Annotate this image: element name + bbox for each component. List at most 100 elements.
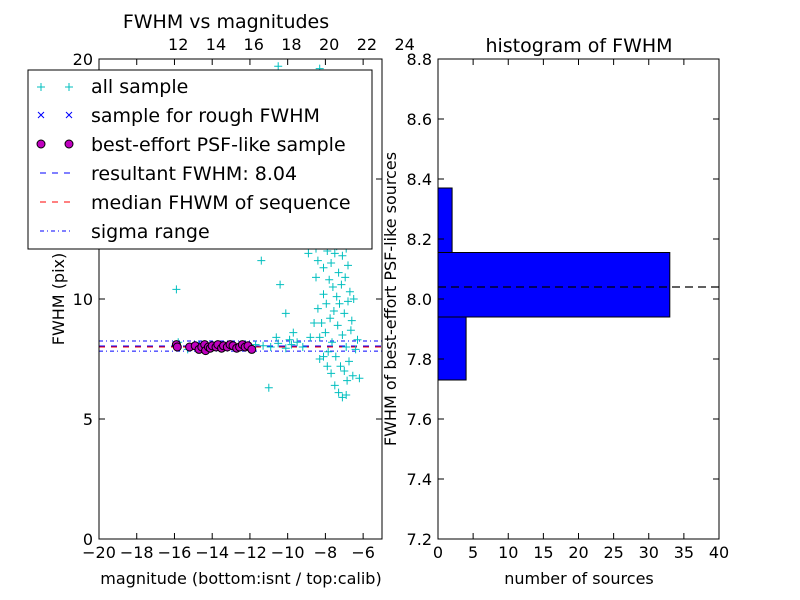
- data-point-all-sample: [343, 376, 352, 385]
- top-tick-label: 20: [319, 35, 339, 54]
- legend-entry-median-fwhm: median FHWM of sequence: [40, 192, 351, 214]
- top-tick-label: 12: [168, 35, 188, 54]
- data-point-all-sample: [334, 268, 343, 277]
- data-point-all-sample: [289, 328, 298, 337]
- histogram-x-ticks: 0 5 10 15 20 25 30 35 40: [433, 59, 729, 562]
- data-point-all-sample: [347, 316, 356, 325]
- y-tick-label: 8.4: [407, 170, 432, 189]
- data-point-all-sample: [259, 341, 268, 350]
- data-point-all-sample: [345, 357, 353, 366]
- data-point-all-sample: [274, 339, 283, 348]
- data-point-all-sample: [298, 343, 307, 351]
- histogram-y-axis-label: FWHM of best-effort PSF-like sources: [381, 152, 400, 446]
- y-tick-label: 20: [73, 50, 93, 69]
- data-point-all-sample: [272, 333, 281, 342]
- data-point-all-sample: [312, 273, 320, 282]
- data-point-all-sample: [348, 371, 357, 380]
- data-point-all-sample: [315, 355, 324, 363]
- x-tick-label: 5: [468, 543, 478, 562]
- x-tick-label: −20: [82, 543, 116, 562]
- data-point-all-sample: [340, 309, 349, 318]
- legend-box: [27, 69, 373, 250]
- data-point-all-sample: [340, 367, 349, 375]
- top-tick-label: 14: [206, 35, 226, 54]
- data-point-all-sample: [285, 335, 294, 344]
- data-point-all-sample: [276, 280, 285, 289]
- data-point-all-sample: [281, 309, 290, 318]
- data-point-all-sample: [329, 307, 338, 315]
- data-point-all-sample: [328, 338, 336, 347]
- data-point-all-sample: [338, 251, 347, 260]
- data-point-all-sample: [325, 275, 334, 284]
- data-point-all-sample: [330, 381, 339, 390]
- x-tick-label: 25: [603, 543, 623, 562]
- histogram-bar: [437, 187, 453, 253]
- legend-marker-plus: [37, 83, 73, 91]
- data-point-psf-sample: [247, 344, 257, 354]
- data-point-all-sample: [319, 263, 328, 272]
- legend-entry-psf-sample: best-effort PSF-like sample: [36, 134, 346, 156]
- histogram-bar: [437, 252, 671, 318]
- legend-entry-all-sample: all sample: [37, 76, 188, 98]
- data-point-psf-sample: [172, 342, 182, 352]
- data-point-all-sample: [317, 319, 326, 327]
- data-point-all-sample: [338, 331, 347, 339]
- scatter-x-ticks: −20 −18 −16 −14 −12 −10 −8 −6: [82, 59, 375, 562]
- scatter-y-ticks: 0 5 10 20: [73, 50, 382, 549]
- legend-label: all sample: [91, 76, 188, 98]
- data-point-all-sample: [287, 340, 296, 349]
- data-point-all-sample: [342, 343, 351, 351]
- legend-entry-rough-sample: sample for rough FWHM: [37, 105, 320, 127]
- histogram-title: histogram of FWHM: [485, 35, 672, 57]
- data-point-all-sample: [323, 362, 332, 371]
- x-tick-label: −10: [271, 543, 305, 562]
- legend-label: sample for rough FWHM: [91, 105, 320, 127]
- x-tick-label: −8: [314, 543, 338, 562]
- data-point-all-sample: [306, 333, 315, 342]
- data-point-all-sample: [341, 273, 350, 282]
- data-point-all-sample: [257, 256, 266, 265]
- x-tick-label: 40: [709, 543, 729, 562]
- data-point-all-sample: [281, 344, 290, 353]
- x-tick-label: 10: [498, 543, 518, 562]
- legend-label: sigma range: [91, 221, 210, 243]
- data-point-all-sample: [355, 374, 364, 383]
- data-point-all-sample: [264, 383, 273, 392]
- data-point-all-sample: [315, 333, 324, 342]
- y-tick-label: 7.2: [407, 530, 432, 549]
- legend-marker-circle: [36, 139, 74, 149]
- top-tick-label: 18: [281, 35, 301, 54]
- data-point-all-sample: [332, 292, 341, 301]
- data-point-all-sample: [342, 391, 351, 399]
- y-tick-label: 7.6: [407, 410, 432, 429]
- data-point-all-sample: [304, 249, 313, 258]
- top-tick-label: 22: [357, 35, 377, 54]
- y-tick-label: 8.0: [407, 290, 432, 309]
- y-tick-label: 5: [83, 410, 93, 429]
- legend-label: best-effort PSF-like sample: [91, 134, 346, 156]
- data-point-all-sample: [344, 297, 352, 306]
- data-point-all-sample: [351, 345, 360, 354]
- scatter-legend: all sample sample for rough FWHM best-ef…: [27, 69, 373, 250]
- legend-entry-resultant-fwhm: resultant FWHM: 8.04: [40, 163, 297, 185]
- data-point-all-sample: [334, 388, 343, 397]
- data-point-all-sample: [335, 299, 344, 308]
- y-tick-label: 8.8: [407, 50, 432, 69]
- x-tick-label: 20: [568, 543, 588, 562]
- data-point-all-sample: [353, 335, 362, 344]
- legend-marker-cross: [37, 111, 73, 119]
- legend-label: median FHWM of sequence: [91, 192, 351, 214]
- data-point-all-sample: [331, 352, 340, 361]
- scatter-x-axis-label: magnitude (bottom:isnt / top:calib): [100, 569, 381, 588]
- x-tick-label: 0: [433, 543, 443, 562]
- data-point-all-sample: [344, 261, 352, 270]
- data-point-all-sample: [322, 299, 331, 308]
- data-point-all-sample: [274, 62, 283, 71]
- data-point-all-sample: [313, 256, 322, 265]
- data-point-all-sample: [324, 347, 333, 356]
- data-point-all-sample: [293, 338, 302, 347]
- data-point-all-sample: [327, 369, 336, 378]
- data-point-all-sample: [328, 283, 337, 291]
- data-point-all-sample: [310, 319, 319, 327]
